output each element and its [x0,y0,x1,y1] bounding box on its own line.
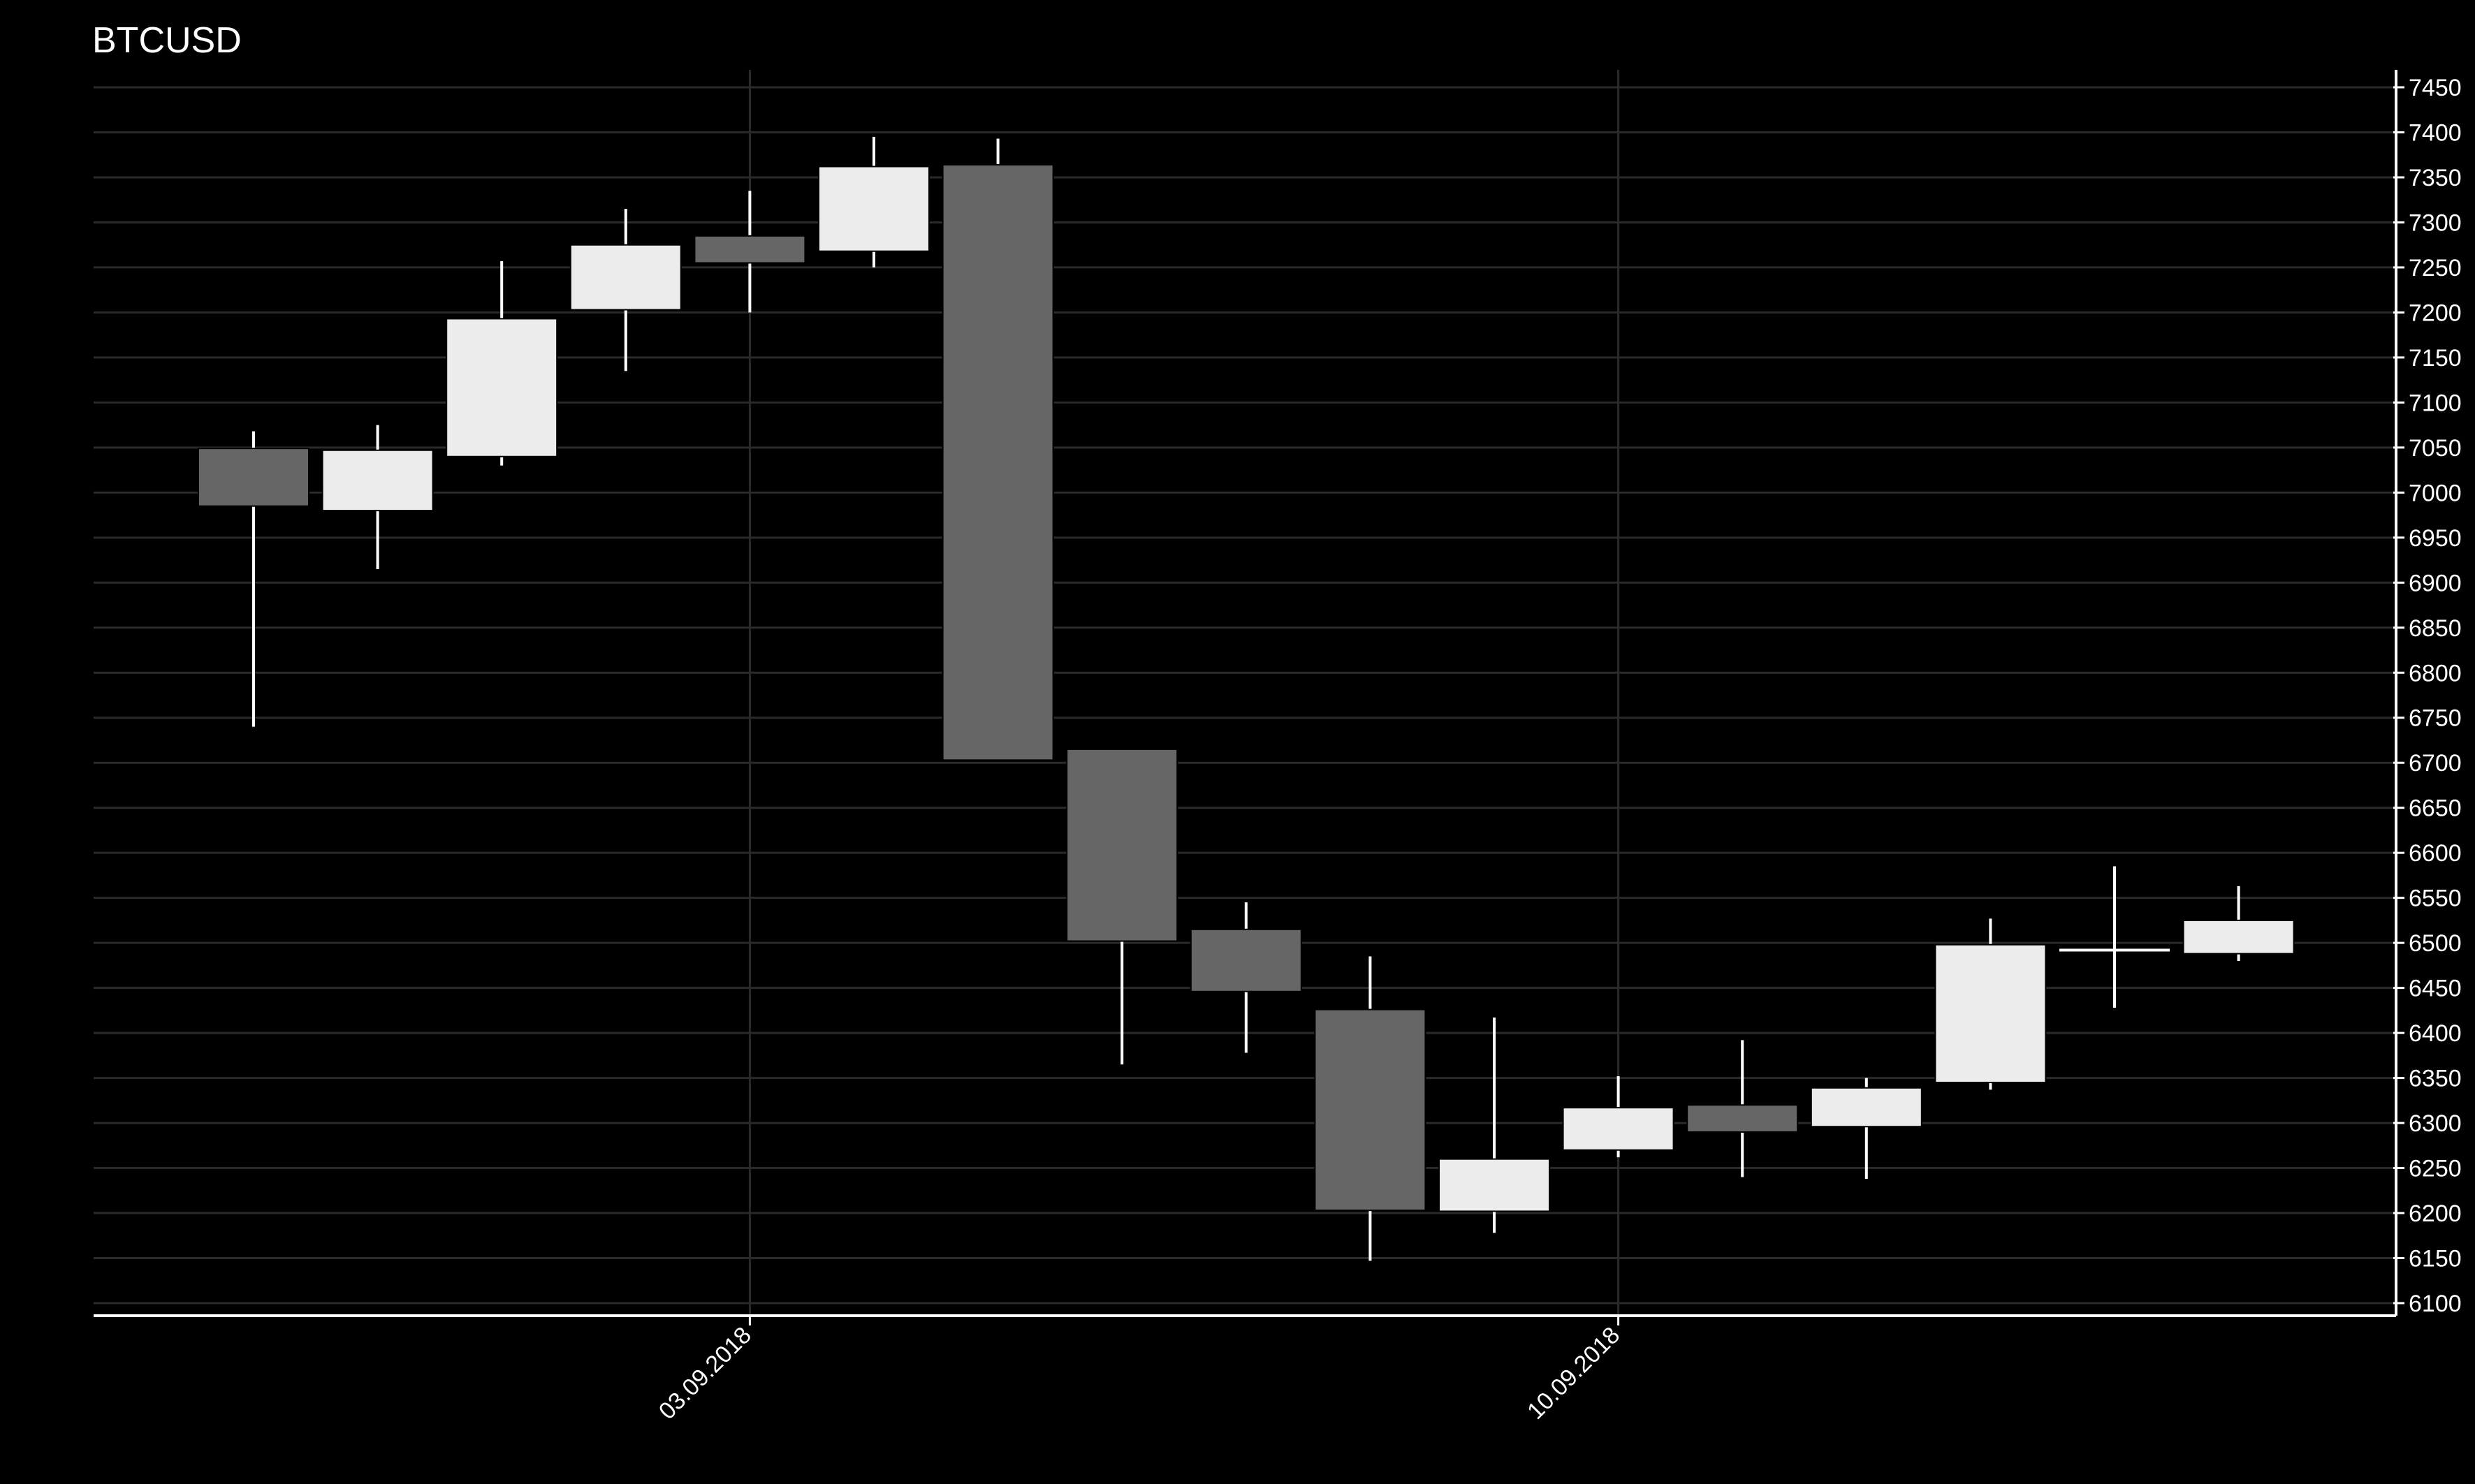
candle-body-down [198,448,309,507]
y-tick-label: 6300 [2409,1110,2462,1137]
y-tick-label: 7100 [2409,390,2462,416]
y-tick-label: 6950 [2409,525,2462,552]
y-tick-label: 7150 [2409,345,2462,372]
candle [1190,902,1302,1053]
candle [2059,866,2170,1008]
candle [942,138,1054,761]
candle-body-down [1190,928,1302,992]
candle [1438,1018,1550,1233]
y-tick-label: 6450 [2409,976,2462,1002]
candle [1066,748,1178,1065]
y-tick-label: 7050 [2409,435,2462,462]
chart-title: BTCUSD [92,20,242,61]
candle [818,136,930,267]
candle [1934,918,2047,1090]
candle [1314,956,1426,1261]
y-tick-label: 7350 [2409,165,2462,191]
candle [321,425,434,569]
candle [694,191,806,313]
candle-body-down [1686,1104,1799,1133]
y-tick-label: 6400 [2409,1020,2462,1047]
candles [198,136,2295,1261]
candle [569,209,682,372]
y-tick-label: 7300 [2409,210,2462,236]
candle [1810,1078,1922,1180]
candle-body-up [1934,943,2047,1084]
candle [2182,886,2295,961]
y-tick-label: 6550 [2409,886,2462,912]
candle [446,260,558,466]
candle-body-up [569,244,682,311]
y-tick-label: 6650 [2409,795,2462,822]
y-tick-label: 7400 [2409,119,2462,146]
y-tick-label: 6850 [2409,615,2462,642]
gridlines [94,70,2396,1316]
candle-body-up [2182,919,2295,955]
candle-body-down [942,163,1054,761]
y-tick-label: 6200 [2409,1200,2462,1227]
candle-body-down [694,235,806,264]
y-tick-label: 6700 [2409,750,2462,777]
y-tick-label: 6800 [2409,660,2462,686]
y-tick-label: 7200 [2409,300,2462,326]
candle-body-up [1562,1107,1674,1151]
y-tick-label: 6750 [2409,705,2462,732]
y-tick-label: 6150 [2409,1246,2462,1272]
y-tick-label: 6500 [2409,930,2462,957]
y-tick-label: 6100 [2409,1291,2462,1317]
candle [198,431,309,727]
y-tick-label: 7250 [2409,255,2462,281]
candle-body-down [1314,1008,1426,1212]
candle-body-down [1066,748,1178,942]
y-tick-label: 6900 [2409,570,2462,596]
axes: 6100 6150 6200 6250 6300 6350 6400 6450 6500 6550… [94,70,2462,1425]
x-tick-label: 03.09.2018 [654,1322,757,1425]
y-tick-label: 7450 [2409,75,2462,101]
candle-body-up [1438,1158,1550,1212]
candle-body-up [1810,1087,1922,1128]
y-tick-label: 6350 [2409,1066,2462,1092]
candle-body-up [446,318,558,457]
y-tick-label: 7000 [2409,480,2462,506]
candle-body-up [321,449,434,512]
candle-body-up [818,166,930,252]
candle [1562,1076,1674,1158]
x-tick-label: 10.09.2018 [1522,1322,1625,1425]
y-tick-label: 6250 [2409,1156,2462,1182]
candle [1686,1040,1799,1177]
y-tick-label: 6600 [2409,840,2462,867]
